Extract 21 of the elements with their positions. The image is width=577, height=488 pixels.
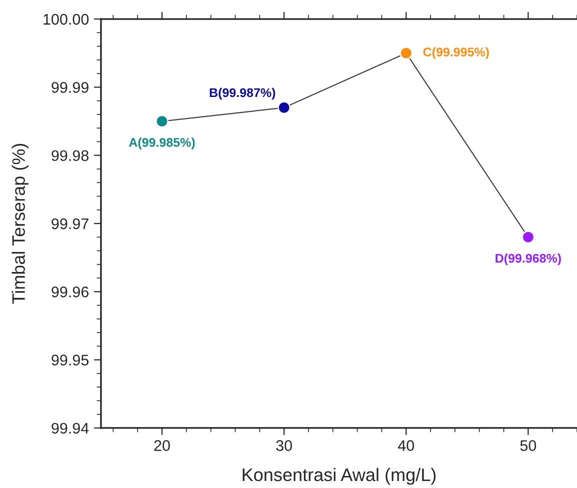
x-tick-label: 40: [398, 440, 414, 452]
data-label: C(99.995%): [423, 47, 489, 59]
x-axis-title: Konsentrasi Awal (mg/L): [242, 468, 436, 485]
x-tick-label: 50: [520, 440, 536, 452]
data-label: D(99.968%): [496, 254, 561, 266]
data-label: B(99.987%): [210, 88, 276, 100]
y-tick-label: 99.98: [52, 150, 89, 162]
x-tick-label: 20: [154, 440, 170, 452]
y-tick-label: 99.97: [52, 218, 88, 230]
point: [400, 46, 412, 60]
x-tick-label: 30: [276, 440, 292, 452]
point: [156, 114, 168, 128]
data-label: A(99.985%): [128, 138, 195, 150]
y-tick-label: 99.96: [52, 286, 88, 298]
y-axis-title: Timbal Terserap (%): [12, 144, 29, 304]
y-tick-label: 99.99: [52, 82, 88, 93]
y-tick-label: 99.95: [52, 354, 89, 366]
point: [522, 230, 535, 244]
y-tick-label: 100.00: [44, 14, 89, 25]
point: [278, 101, 290, 114]
y-tick-label: 99.94: [52, 422, 89, 434]
